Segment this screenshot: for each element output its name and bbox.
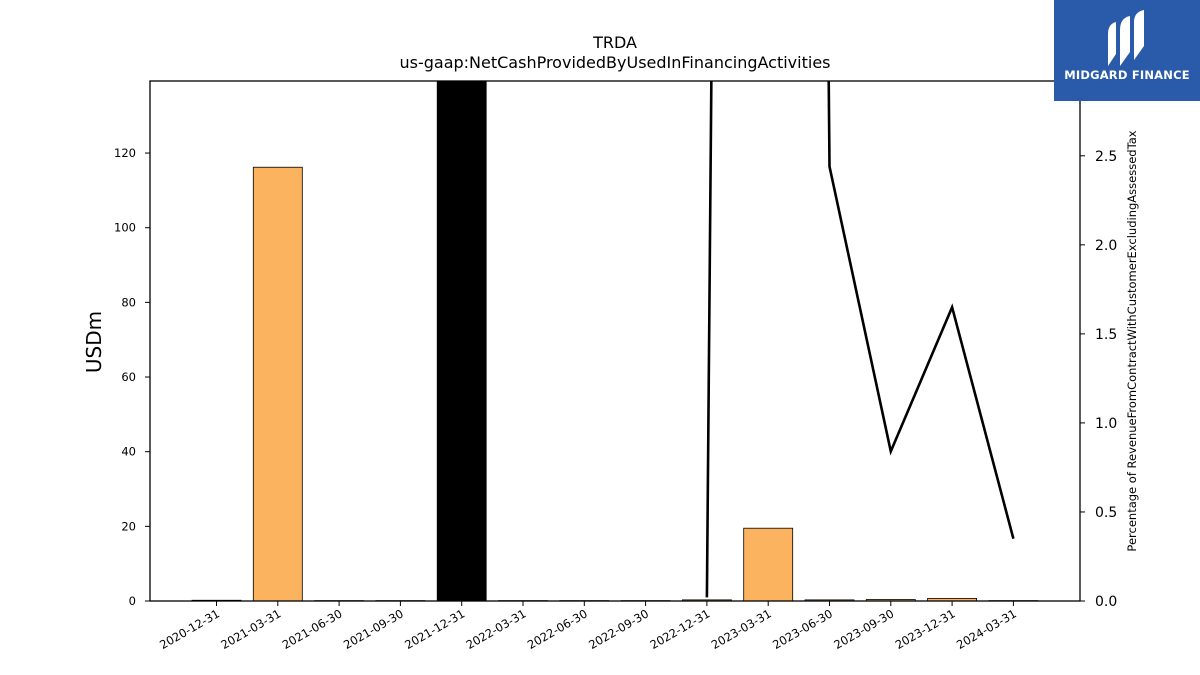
brand-logo-icon [1108,10,1144,66]
y2-tick-label: 0.0 [1095,594,1117,610]
brand-name: MIDGARD FINANCE [1064,68,1190,82]
y-tick-label: 0 [129,594,136,608]
x-tick-label: 2023-09-30 [831,606,896,652]
series-line [705,81,1015,598]
y-tick-label: 120 [114,146,136,160]
x-axis: 2020-12-312021-03-312021-06-302021-09-30… [157,601,1019,652]
x-tick-label: 2022-09-30 [586,606,651,652]
x-tick-label: 2021-03-31 [218,606,283,652]
x-tick-label: 2021-06-30 [280,606,345,652]
y2-tick-label: 1.0 [1095,416,1117,432]
x-tick-label: 2020-12-31 [157,606,222,652]
line-group [705,81,1015,598]
y-tick-label: 60 [121,370,136,384]
y-tick-label: 20 [121,519,136,533]
brand-logo: MIDGARD FINANCE [1054,0,1200,101]
x-tick-label: 2022-06-30 [525,606,590,652]
x-tick-label: 2021-09-30 [341,606,406,652]
x-tick-label: 2023-03-31 [709,606,774,652]
y-tick-label: 100 [114,221,136,235]
y2-tick-label: 0.5 [1095,505,1117,521]
y2-tick-label: 2.5 [1095,149,1117,165]
x-tick-label: 2022-03-31 [464,606,529,652]
plot-frame [149,80,1081,602]
bar [252,166,303,602]
bars-group [191,80,1039,602]
x-tick-label: 2023-12-31 [893,606,958,652]
bar [436,80,487,602]
chart-subtitle: us-gaap:NetCashProvidedByUsedInFinancing… [399,53,830,72]
x-tick-label: 2023-06-30 [770,606,835,652]
chart-title: TRDA [592,33,637,52]
y2-tick-label: 2.0 [1095,238,1117,254]
y-tick-label: 40 [121,445,136,459]
y-axis-right: 0.0 0.5 1.0 1.5 2.0 2.5 [1080,149,1117,610]
y-axis-label: USDm [82,311,106,373]
x-tick-label: 2021-12-31 [402,606,467,652]
bar [743,527,794,602]
y-tick-label: 80 [121,295,136,309]
y2-axis-label: Percentage of RevenueFromContractWithCus… [1125,130,1139,551]
x-tick-label: 2022-12-31 [648,606,713,652]
x-tick-label: 2024-03-31 [954,606,1019,652]
y2-tick-label: 1.5 [1095,327,1117,343]
y-axis-left: 0 20 40 60 80 100 120 [114,146,150,608]
